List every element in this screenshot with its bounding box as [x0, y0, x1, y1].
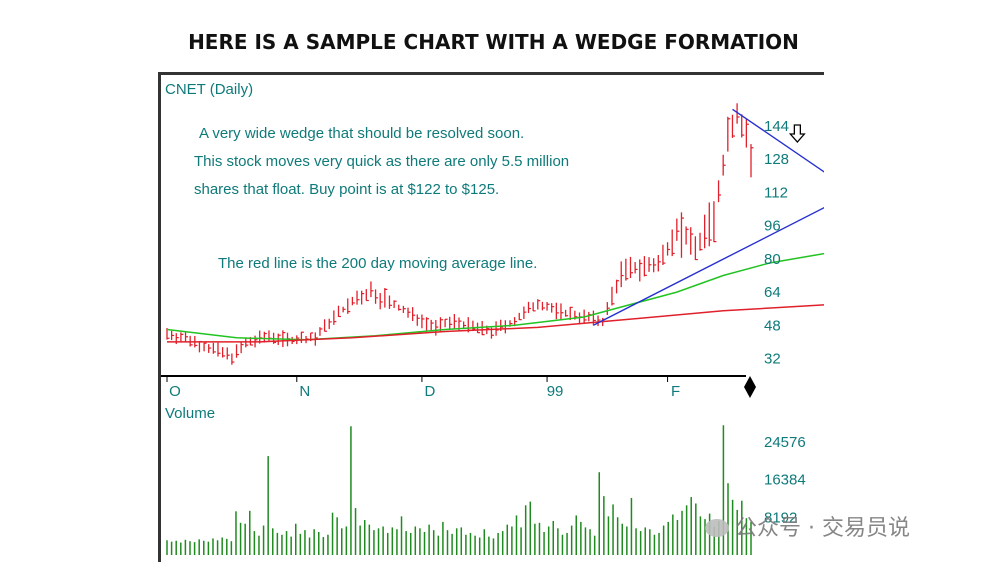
ma200-line	[167, 304, 824, 343]
volume-y-tick-label: 24576	[764, 434, 806, 451]
time-ticks: O N D 99 F	[166, 376, 680, 400]
price-y-tick-label: 144	[764, 118, 789, 135]
volume-y-tick-label: 8192	[764, 509, 797, 526]
price-y-tick-label: 112	[764, 184, 788, 201]
page-title: HERE IS A SAMPLE CHART WITH A WEDGE FORM…	[188, 30, 799, 54]
price-y-tick-label: 32	[764, 351, 781, 368]
annotation-line-3: shares that float. Buy point is at $122 …	[194, 181, 499, 198]
price-y-tick-label: 64	[764, 284, 781, 301]
time-tick-label: 99	[547, 383, 564, 400]
price-y-tick-label: 80	[764, 251, 781, 268]
volume-bars	[166, 425, 752, 555]
price-y-tick-label: 48	[764, 317, 781, 334]
wedge-lower-line	[593, 206, 824, 326]
price-y-tick-label: 96	[764, 218, 781, 235]
wechat-icon	[705, 519, 729, 537]
time-tick-label: F	[671, 383, 680, 400]
price-bars	[166, 103, 754, 365]
down-arrow-icon	[788, 124, 806, 143]
diamond-marker-icon	[744, 376, 756, 398]
annotation-line-2: This stock moves very quick as there are…	[194, 153, 569, 170]
price-y-tick-label: 128	[764, 151, 789, 168]
chart-frame: CNET (Daily) A very wide wedge that shou…	[158, 72, 824, 562]
price-y-ticks: 32 48 64 80 96 112 128 144	[764, 118, 789, 368]
price-panel: CNET (Daily) A very wide wedge that shou…	[161, 81, 824, 400]
volume-y-ticks: 8192 16384 24576	[764, 434, 806, 526]
ma50-line	[166, 252, 824, 341]
wedge-upper-line	[732, 108, 824, 173]
moving-average-lines	[166, 252, 824, 343]
watermark: 公众号 · 交易员说	[705, 510, 910, 542]
time-tick-label: N	[299, 383, 310, 400]
annotation-line-1: A very wide wedge that should be resolve…	[199, 125, 524, 142]
time-tick-label: D	[424, 383, 435, 400]
symbol-label: CNET (Daily)	[165, 81, 253, 98]
volume-label: Volume	[165, 405, 215, 422]
down-arrow-shape	[788, 124, 806, 143]
time-tick-label: O	[169, 383, 181, 400]
wedge-lines	[593, 108, 824, 326]
annotation-line-4: The red line is the 200 day moving avera…	[218, 255, 537, 272]
volume-y-tick-label: 16384	[764, 472, 806, 489]
watermark-text: 公众号 · 交易员说	[735, 516, 910, 541]
chart-svg: CNET (Daily) A very wide wedge that shou…	[161, 81, 824, 555]
